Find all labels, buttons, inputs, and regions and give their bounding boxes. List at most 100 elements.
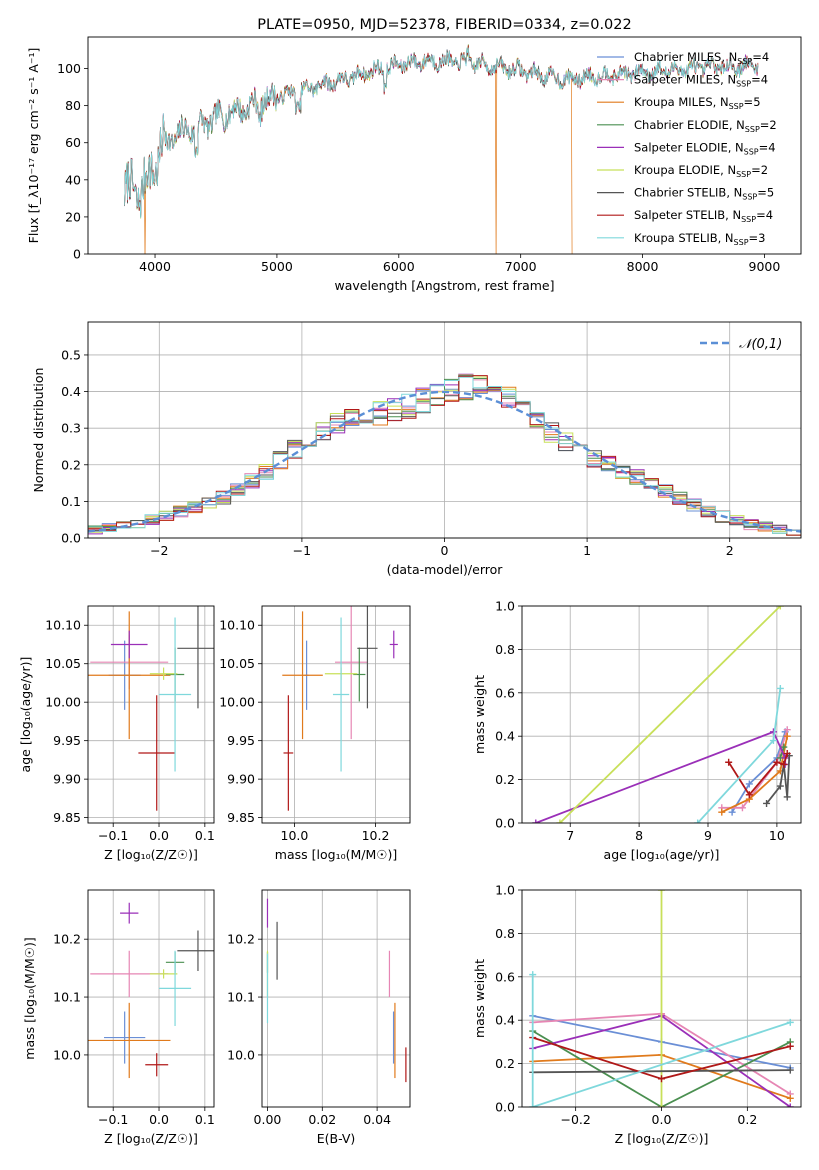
y-tick-label: 10.05: [219, 656, 255, 671]
weight-marker: [769, 737, 777, 745]
y-tick-label: 0.3: [61, 421, 81, 436]
weight-line-chabrier-elodie: [532, 1030, 791, 1107]
x-tick-label: 9: [704, 828, 712, 843]
y-axis-label: age [log₁₀(age/yr)]: [18, 657, 33, 773]
y-tick-label: 0.2: [495, 772, 515, 787]
x-tick-label: 0.0: [149, 828, 169, 843]
x-tick-label: −2: [150, 543, 168, 558]
mass-vs-ebv-errorbars: [266, 898, 407, 1083]
weight-vs-Z-axes: −0.2 0.0 0.2 0.0 0.2 0.4 0.6 0.8 1.0 Z [log₁₀(Z/Z…: [472, 883, 801, 1146]
errorbar-chabrier-miles: [104, 1011, 146, 1064]
x-tick-label: 2: [726, 543, 734, 558]
x-axis-label: wavelength [Angstrom, rest frame]: [334, 278, 554, 293]
age-vs-Z-errorbars: [88, 606, 214, 811]
legend-label: Kroupa MILES, NSSP=5: [634, 95, 761, 111]
x-axis-label: mass [log₁₀(M/M☉)]: [275, 847, 397, 862]
errorbar-chabrier-stelib: [357, 606, 378, 709]
y-tick-label: 1.0: [495, 883, 515, 898]
weight-marker: [532, 819, 540, 823]
x-axis-label: Z [log₁₀(Z/Z☉)]: [104, 847, 198, 862]
y-tick-label: 10.0: [227, 1047, 255, 1062]
weight-marker: [738, 804, 746, 812]
x-tick-label: 10.0: [281, 828, 309, 843]
x-tick-label: 0.2: [737, 1112, 757, 1127]
y-tick-label: 1.0: [495, 599, 515, 614]
y-tick-label: 0.0: [495, 1100, 515, 1115]
errorbar-kroupa-miles: [88, 1002, 171, 1079]
y-tick-label: 10.0: [53, 1047, 81, 1062]
axes-frame: [521, 605, 802, 824]
y-tick-label: 60: [65, 135, 81, 150]
weight-marker: [783, 726, 791, 734]
histogram-legend: 𝒩(0,1): [700, 337, 782, 352]
legend-label: Chabrier MILES, NSSP=4: [634, 50, 769, 66]
y-tick-label: 10.1: [227, 990, 255, 1005]
x-tick-label: 10: [769, 828, 785, 843]
x-axis-label: (data-model)/error: [387, 562, 504, 577]
y-tick-label: 0.0: [495, 816, 515, 831]
x-tick-label: 0: [441, 543, 449, 558]
errorbar-salpeter-elodie: [110, 630, 148, 659]
legend-label: Salpeter ELODIE, NSSP=4: [634, 140, 776, 156]
weight-line-chabrier-miles: [731, 731, 787, 813]
axes-frame: [87, 321, 802, 539]
weight-marker: [725, 758, 733, 766]
errorbar-kroupa-elodie: [149, 969, 178, 979]
weight-marker: [786, 1094, 794, 1102]
weight-marker: [745, 791, 753, 799]
y-tick-label: 9.85: [227, 810, 255, 825]
errorbar-chabrier-stelib: [177, 930, 214, 972]
weight-marker: [786, 1066, 794, 1074]
x-tick-label: 0.04: [363, 1112, 391, 1127]
weight-marker: [718, 808, 726, 816]
weight-marker: [556, 819, 564, 823]
errorbar-salpeter-elodie: [389, 630, 398, 659]
weight-marker: [780, 760, 788, 768]
y-tick-label: 80: [65, 98, 81, 113]
spectrum-axes: 4000 5000 6000 7000 8000 9000 0 20 40 60 80 100 wave…: [26, 48, 780, 293]
weight-marker: [773, 758, 781, 766]
axes-frame: [521, 889, 802, 1108]
y-axis-label: Flux [f_λ10⁻¹⁷ erg cm⁻² s⁻¹ A⁻¹]: [26, 48, 41, 244]
x-tick-label: 0.1: [195, 1112, 215, 1127]
weight-marker: [658, 1075, 665, 1083]
legend-label: 𝒩(0,1): [739, 337, 782, 352]
mass-vs-ebv-axes: 0.00 0.02 0.04 10.0 10.1 10.2 E(B-V): [227, 890, 410, 1146]
weight-marker: [783, 750, 791, 758]
x-axis-label: age [log₁₀(age/yr)]: [604, 847, 720, 862]
axes-frame: [261, 605, 411, 824]
errorbar-chabrier-elodie: [353, 647, 366, 702]
spectrum-line-kroupa-stelib: [124, 47, 759, 218]
errorbar-salpeter-stelib: [283, 695, 294, 811]
y-tick-label: 10.10: [219, 618, 255, 633]
weight-marker: [786, 1042, 794, 1050]
y-tick-label: 0.0: [61, 531, 81, 546]
weight-marker: [783, 732, 791, 740]
weight-marker: [776, 782, 784, 790]
x-axis-label: E(B-V): [317, 1131, 356, 1146]
legend-label: Kroupa ELODIE, NSSP=2: [634, 163, 768, 179]
y-tick-label: 10.00: [219, 695, 255, 710]
y-tick-label: 0.8: [495, 926, 515, 941]
histogram-steps: [88, 373, 801, 538]
x-axis-label: Z [log₁₀(Z/Z☉)]: [615, 1131, 709, 1146]
x-tick-label: −0.1: [98, 1112, 128, 1127]
y-tick-label: 20: [65, 209, 81, 224]
weight-marker: [728, 808, 736, 816]
weight-marker: [529, 971, 537, 979]
y-tick-label: 9.90: [53, 772, 81, 787]
errorbar-kroupa-stelib: [159, 950, 192, 1026]
weight-vs-age-axes: 7 8 9 10 0.0 0.2 0.4 0.6 0.8 1.0 age [log₁₀(age/yr…: [472, 599, 801, 862]
y-tick-label: 10.1: [53, 990, 81, 1005]
weight-marker: [694, 819, 702, 823]
x-tick-label: −1: [293, 543, 311, 558]
x-tick-label: 0.0: [652, 1112, 672, 1127]
errorbar-salpeter-stelib: [145, 1053, 169, 1077]
residuals-axes: −2 −1 0 1 2 0.0 0.1 0.2 0.3 0.4 0.5 (data-model)/er…: [31, 322, 801, 577]
weight-marker: [658, 1103, 665, 1107]
x-tick-label: 7000: [505, 259, 537, 274]
y-tick-label: 0.2: [495, 1056, 515, 1071]
axes-frame: [261, 889, 411, 1108]
x-tick-label: 7: [566, 828, 574, 843]
y-axis-label: mass weight: [472, 959, 487, 1038]
